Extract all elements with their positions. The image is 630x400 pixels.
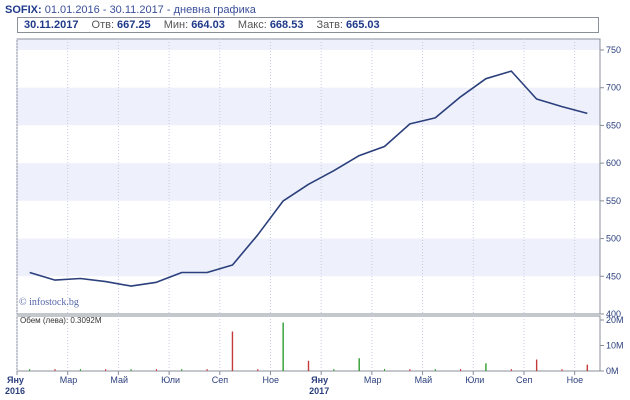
price-band bbox=[17, 163, 600, 201]
x-tick-label: Ное bbox=[567, 375, 584, 385]
max-label: Макс: bbox=[237, 19, 267, 31]
price-y-tick-label: 400 bbox=[606, 309, 621, 319]
x-tick-label: Яну bbox=[311, 375, 328, 385]
open-label: Отв: bbox=[91, 19, 115, 31]
close-label: Затв: bbox=[316, 19, 343, 31]
volume-y-tick-label: 20M bbox=[606, 315, 624, 325]
info-date: 30.11.2017 bbox=[24, 19, 79, 31]
chart-header: SOFIX: 01.01.2016 - 30.11.2017 - дневна … bbox=[5, 4, 256, 16]
price-band bbox=[17, 238, 600, 277]
volume-label: Обем (лева): 0.3092M bbox=[20, 316, 102, 325]
price-y-tick-label: 500 bbox=[606, 234, 621, 244]
price-band bbox=[17, 39, 600, 50]
price-band bbox=[17, 87, 600, 126]
price-band bbox=[17, 200, 600, 239]
x-tick-label: Яну bbox=[7, 375, 24, 385]
volume-y-tick-label: 10M bbox=[606, 341, 624, 351]
x-tick-label: Ное bbox=[262, 375, 279, 385]
symbol-label: SOFIX: bbox=[5, 4, 42, 16]
x-tick-label: Сеп bbox=[212, 375, 229, 385]
ohlc-info-box: 30.11.2017 Отв: 667.25 Мин: 664.03 Макс: 66… bbox=[17, 17, 599, 33]
x-tick-label: Сеп bbox=[516, 375, 533, 385]
price-panel-border bbox=[16, 38, 601, 315]
year-label: 2016 bbox=[5, 386, 25, 396]
min-label: Мин: bbox=[163, 19, 189, 31]
x-tick-label: Май bbox=[415, 375, 433, 385]
close-value: 665.03 bbox=[346, 19, 380, 31]
price-y-tick-label: 550 bbox=[606, 196, 621, 206]
price-y-tick-label: 600 bbox=[606, 158, 621, 168]
x-tick-label: Юли bbox=[465, 375, 484, 385]
price-band bbox=[17, 125, 600, 164]
date-range-label: 01.01.2016 - 30.11.2017 - дневна графика bbox=[44, 4, 256, 16]
sofix-price-line bbox=[29, 70, 588, 287]
price-y-tick-label: 650 bbox=[606, 120, 621, 130]
open-value: 667.25 bbox=[117, 19, 151, 31]
x-tick-label: Юли bbox=[161, 375, 180, 385]
min-value: 664.03 bbox=[191, 19, 225, 31]
volume-y-tick-label: 0M bbox=[606, 366, 619, 376]
x-tick-label: Май bbox=[110, 375, 128, 385]
x-tick-label: Мар bbox=[60, 375, 78, 385]
price-y-tick-label: 750 bbox=[606, 45, 621, 55]
price-y-tick-label: 450 bbox=[606, 271, 621, 281]
price-band bbox=[17, 50, 600, 88]
year-label: 2017 bbox=[309, 386, 329, 396]
watermark-text: © infostock.bg bbox=[19, 297, 79, 308]
x-tick-label: Мар bbox=[364, 375, 382, 385]
price-y-tick-label: 700 bbox=[606, 83, 621, 93]
max-value: 668.53 bbox=[269, 19, 304, 31]
